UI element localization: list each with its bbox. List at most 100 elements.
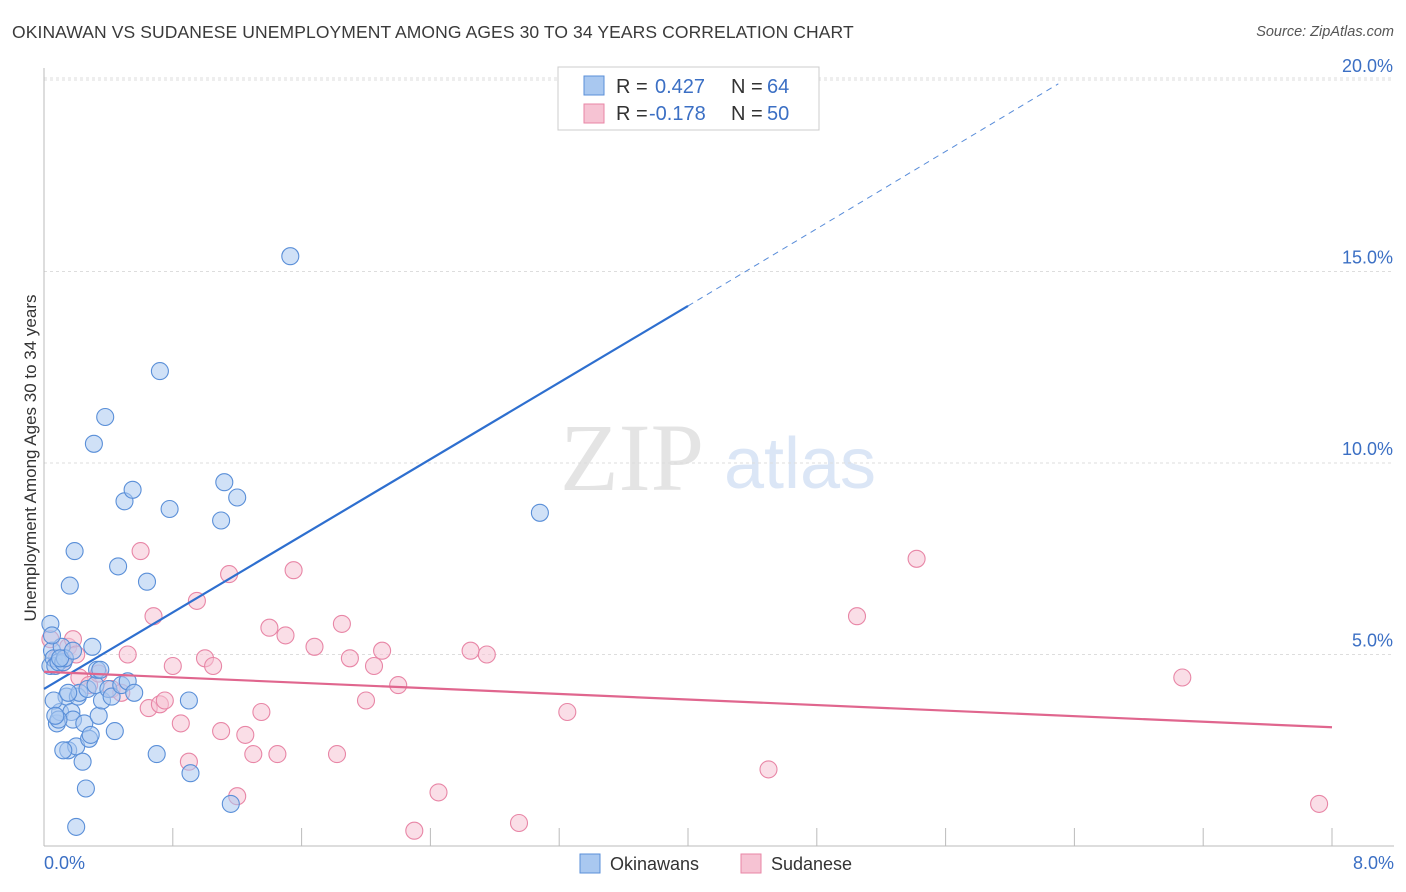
okinawans-point (137, 572, 157, 591)
okinawans-point (228, 488, 247, 507)
sudanese-point (907, 549, 926, 568)
bottom-legend-swatch-sudanese (740, 853, 762, 874)
sudanese-points (41, 542, 1329, 840)
legend-r-label-1: R = (616, 76, 648, 98)
x-tick-labels: 0.0% 8.0% (44, 853, 1394, 873)
sudanese-point (204, 656, 223, 676)
sudanese-point (759, 760, 778, 779)
okinawans-point (46, 706, 65, 725)
bottom-legend-swatch-okinawans (579, 853, 601, 874)
watermark-atlas: atlas (724, 424, 876, 504)
sudanese-point (244, 745, 263, 764)
okinawans-trend-extension (687, 83, 1059, 307)
okinawans-point (89, 706, 108, 725)
legend-n-label-1: N = (731, 76, 763, 98)
okinawans-point (76, 779, 95, 798)
sudanese-point (118, 645, 137, 664)
sudanese-point (163, 656, 182, 676)
sudanese-point (405, 821, 424, 840)
sudanese-point (144, 607, 163, 626)
okinawans-point (125, 683, 144, 702)
okinawans-point (63, 641, 83, 660)
sudanese-point (373, 641, 392, 660)
sudanese-point (356, 691, 376, 710)
okinawans-point (179, 691, 198, 710)
bottom-legend-label-sudanese: Sudanese (771, 854, 852, 874)
legend-n-value-1: 64 (767, 76, 789, 98)
okinawans-point (67, 817, 86, 836)
legend-r-value-1: 0.427 (655, 76, 705, 98)
chart-title: OKINAWAN VS SUDANESE UNEMPLOYMENT AMONG … (12, 22, 854, 42)
legend-swatch-sudanese (583, 103, 605, 124)
y-tick-label: 5.0% (1352, 631, 1393, 651)
sudanese-point (236, 725, 255, 744)
y-tick-label: 20.0% (1342, 56, 1393, 76)
sudanese-point (260, 618, 279, 637)
sudanese-point (171, 714, 190, 733)
okinawans-points (41, 247, 549, 836)
sudanese-point (389, 676, 408, 695)
okinawans-point (83, 637, 102, 656)
okinawans-point (96, 407, 115, 427)
sudanese-point (509, 813, 529, 833)
legend-n-label-2: N = (731, 103, 763, 125)
y-axis-label: Unemployment Among Ages 30 to 34 years (21, 295, 40, 622)
sudanese-point (340, 649, 359, 668)
trend-lines (43, 83, 1333, 729)
okinawans-point (81, 725, 100, 744)
sudanese-point (131, 542, 150, 561)
sudanese-point (268, 745, 287, 764)
sudanese-point (284, 561, 303, 580)
sudanese-point (276, 626, 295, 645)
okinawans-point (60, 576, 79, 595)
sudanese-point (212, 722, 231, 741)
x-tick-label-min: 0.0% (44, 853, 85, 873)
okinawans-point (160, 499, 179, 519)
sudanese-point (477, 645, 496, 664)
legend-r-label-2: R = (616, 103, 648, 125)
x-tick-label-max: 8.0% (1353, 853, 1394, 873)
correlation-legend: R = 0.427 N = 64 R = -0.178 N = 50 (557, 66, 820, 131)
okinawans-point (59, 683, 78, 702)
legend-r-value-2: -0.178 (649, 103, 706, 125)
okinawans-point (147, 745, 166, 764)
okinawans-point (42, 626, 62, 645)
okinawans-point (221, 794, 240, 813)
okinawans-point (109, 557, 128, 576)
okinawans-point (181, 764, 200, 783)
sudanese-point (1310, 794, 1329, 813)
sudanese-point (155, 691, 174, 710)
bottom-legend-label-okinawans: Okinawans (610, 854, 699, 874)
okinawans-point (84, 434, 103, 453)
legend-n-value-2: 50 (767, 103, 789, 125)
y-tick-label: 15.0% (1342, 248, 1393, 268)
source-attribution: Source: ZipAtlas.com (1256, 24, 1394, 40)
watermark-zip: ZIP (560, 404, 704, 511)
axes (43, 68, 1394, 847)
okinawans-point (91, 660, 110, 679)
sudanese-point (305, 637, 324, 656)
series-legend: Okinawans Sudanese (579, 853, 852, 874)
okinawans-point (54, 741, 73, 760)
sudanese-point (364, 656, 384, 676)
sudanese-point (252, 702, 271, 722)
okinawans-point (105, 722, 124, 741)
watermark: ZIP atlas (560, 404, 876, 511)
sudanese-point (558, 702, 577, 722)
okinawans-trend-line (43, 305, 689, 690)
sudanese-point (332, 614, 351, 633)
okinawans-point (102, 687, 121, 706)
okinawans-point (65, 542, 84, 561)
sudanese-trend-line (43, 670, 1333, 729)
legend-swatch-okinawans (583, 75, 605, 96)
sudanese-point (847, 607, 867, 626)
y-tick-label: 10.0% (1342, 439, 1393, 459)
sudanese-point (1173, 668, 1192, 687)
okinawans-point (150, 362, 169, 381)
okinawans-point (123, 480, 142, 499)
sudanese-point (461, 641, 480, 660)
okinawans-point (281, 247, 300, 266)
sudanese-point (429, 783, 448, 802)
okinawans-point (215, 473, 234, 492)
